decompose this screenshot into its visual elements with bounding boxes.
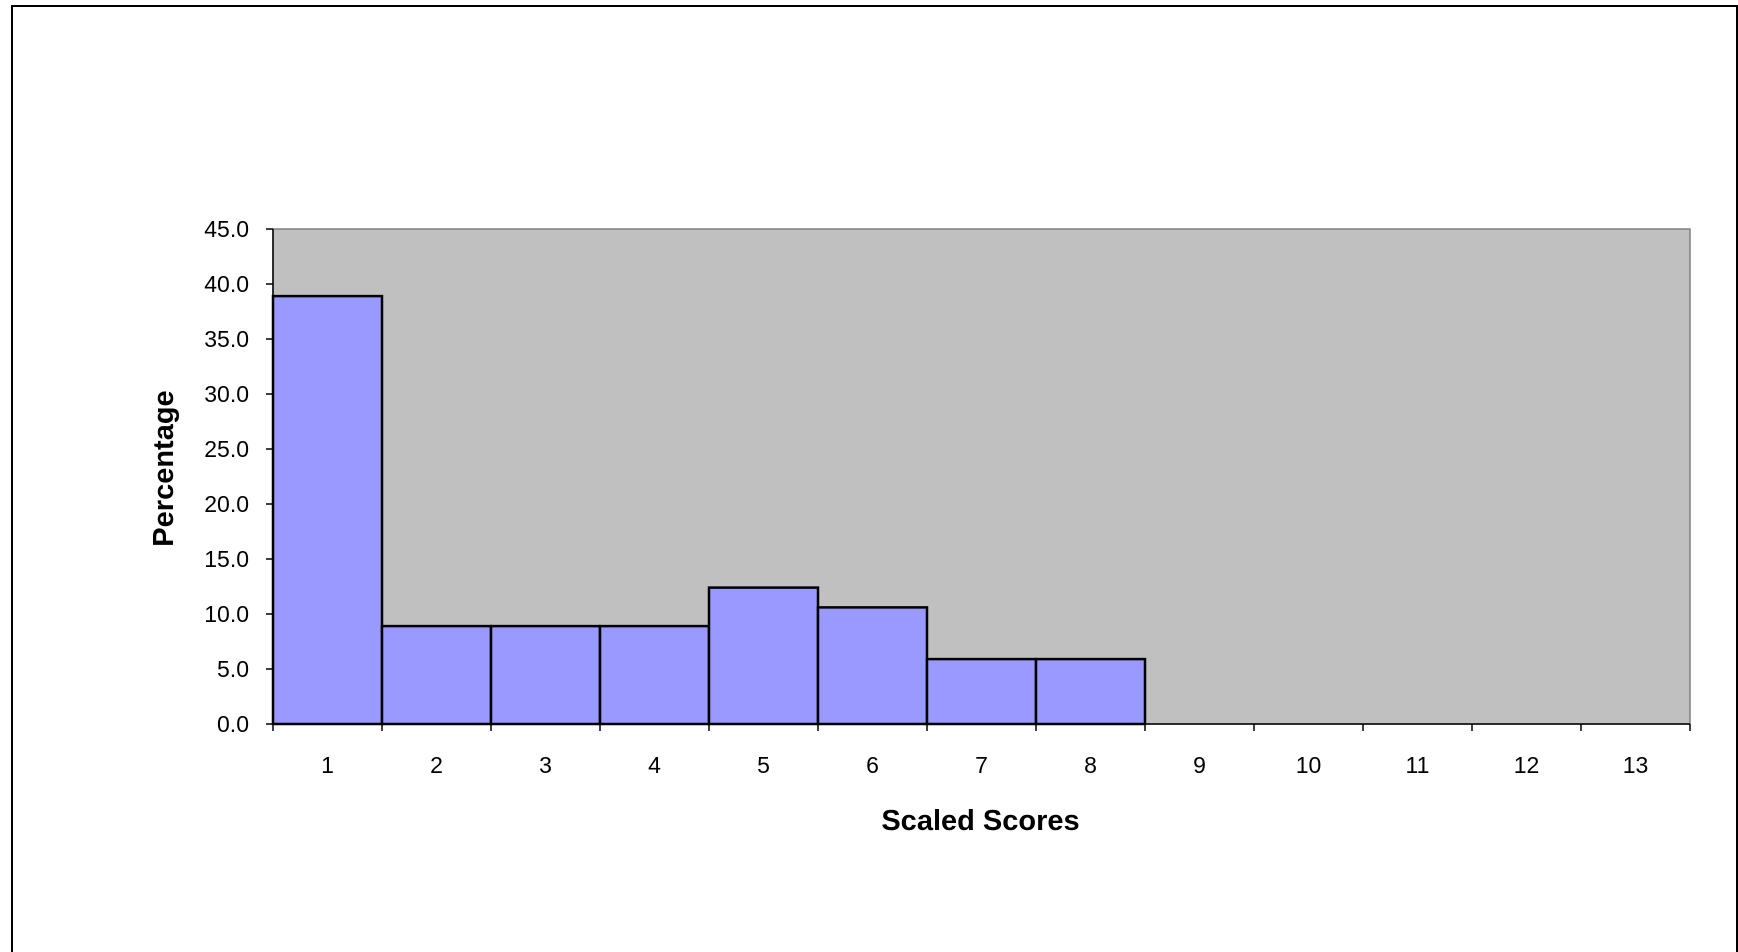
x-tick-label: 6 — [866, 752, 879, 778]
x-axis-title: Scaled Scores — [881, 805, 1079, 837]
x-tick-label: 11 — [1406, 752, 1430, 778]
y-tick-label: 15.0 — [204, 546, 249, 572]
x-tick-label: 10 — [1296, 752, 1322, 778]
y-tick-label: 40.0 — [204, 271, 249, 297]
y-tick-label: 30.0 — [204, 381, 249, 407]
x-tick-label: 4 — [648, 752, 661, 778]
y-tick-label: 10.0 — [204, 601, 249, 627]
x-tick-label: 2 — [430, 752, 443, 778]
bar — [380, 624, 493, 726]
x-tick-label: 9 — [1193, 752, 1206, 778]
x-tick-label: 1 — [321, 752, 334, 778]
bar — [489, 624, 602, 726]
x-tick-label: 3 — [539, 752, 552, 778]
bar — [816, 606, 929, 726]
y-tick-label: 45.0 — [204, 216, 249, 242]
y-tick-label: 0.0 — [217, 711, 249, 737]
chart-frame — [11, 5, 1738, 952]
y-tick-label: 35.0 — [204, 326, 249, 352]
x-tick-label: 8 — [1084, 752, 1097, 778]
x-tick-label: 12 — [1514, 752, 1540, 778]
x-tick-label: 7 — [975, 752, 988, 778]
bar — [598, 624, 711, 726]
bars — [271, 294, 1147, 726]
y-axis-title: Percentage — [148, 390, 180, 546]
x-axis: 1 2 3 4 5 6 7 8 9 10 11 12 13 — [272, 723, 1691, 778]
bar — [707, 586, 820, 726]
x-tick-label: 13 — [1623, 752, 1649, 778]
y-tick-label: 20.0 — [204, 491, 249, 517]
y-tick-label: 25.0 — [204, 436, 249, 462]
bar — [925, 657, 1038, 726]
y-tick-label: 5.0 — [217, 656, 249, 682]
x-tick-label: 5 — [757, 752, 770, 778]
bar — [271, 294, 384, 726]
y-axis: 0.0 5.0 10.0 15.0 20.0 25.0 30.0 35.0 40.0 45.0 — [204, 216, 274, 737]
bar — [1034, 657, 1147, 726]
